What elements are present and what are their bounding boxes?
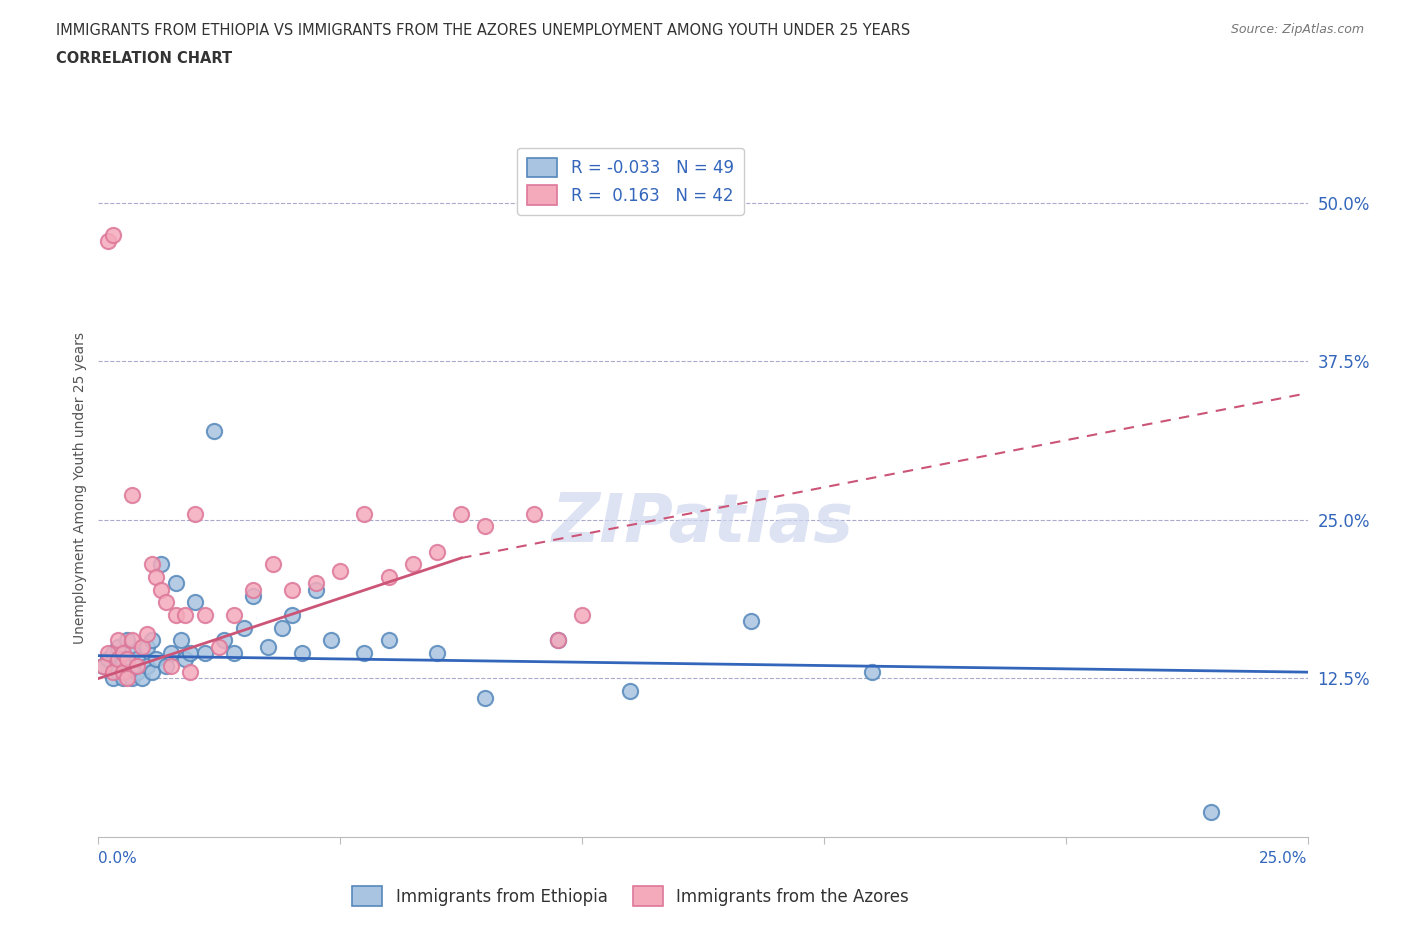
Point (222, 645, 245, 660)
Point (242, 582, 264, 597)
Point (619, 684, 641, 698)
Text: 25.0%: 25.0% (1260, 851, 1308, 866)
Point (111, 671, 134, 686)
Point (117, 665, 139, 680)
Text: IMMIGRANTS FROM ETHIOPIA VS IMMIGRANTS FROM THE AZORES UNEMPLOYMENT AMONG YOUTH : IMMIGRANTS FROM ETHIOPIA VS IMMIGRANTS F… (56, 23, 911, 38)
Point (121, 671, 143, 686)
Point (377, 633, 399, 648)
Point (256, 639, 278, 654)
Point (145, 652, 167, 667)
Point (150, 582, 173, 597)
Point (305, 582, 328, 597)
Point (117, 671, 139, 686)
Point (179, 645, 201, 660)
Point (141, 665, 163, 680)
Point (111, 645, 134, 660)
Y-axis label: Unemployment Among Youth under 25 years: Unemployment Among Youth under 25 years (73, 332, 87, 644)
Point (107, 665, 129, 680)
Point (97, 233, 120, 248)
Point (121, 633, 143, 648)
Point (97, 652, 120, 667)
Point (111, 665, 134, 680)
Point (474, 519, 496, 534)
Point (547, 633, 569, 648)
Text: CORRELATION CHART: CORRELATION CHART (56, 51, 232, 66)
Point (194, 645, 217, 660)
Legend: Immigrants from Ethiopia, Immigrants from the Azores: Immigrants from Ethiopia, Immigrants fro… (346, 880, 915, 912)
Point (860, 665, 883, 680)
Point (179, 665, 201, 680)
Point (474, 690, 496, 705)
Point (262, 557, 284, 572)
Point (305, 576, 328, 591)
Point (523, 506, 546, 521)
Point (97, 645, 120, 660)
Point (212, 633, 235, 648)
Point (121, 487, 143, 502)
Point (165, 576, 187, 591)
Point (353, 506, 375, 521)
Text: ZIPatlas: ZIPatlas (553, 490, 853, 556)
Point (242, 589, 264, 604)
Point (160, 658, 183, 673)
Point (281, 607, 304, 622)
Point (271, 620, 294, 635)
Point (91, 658, 114, 673)
Point (174, 652, 197, 667)
Point (740, 614, 762, 629)
Point (426, 544, 449, 559)
Point (184, 506, 207, 521)
Point (107, 652, 129, 667)
Point (571, 607, 593, 622)
Point (547, 633, 569, 648)
Point (111, 652, 134, 667)
Point (145, 569, 167, 584)
Point (127, 665, 149, 680)
Point (107, 633, 129, 648)
Point (101, 671, 124, 686)
Point (127, 658, 149, 673)
Point (165, 607, 187, 622)
Point (402, 557, 425, 572)
Point (101, 645, 124, 660)
Text: Source: ZipAtlas.com: Source: ZipAtlas.com (1230, 23, 1364, 36)
Point (174, 607, 197, 622)
Point (131, 671, 153, 686)
Text: 0.0%: 0.0% (98, 851, 138, 866)
Point (121, 645, 143, 660)
Point (131, 639, 153, 654)
Point (135, 658, 157, 673)
Point (169, 633, 191, 648)
Point (107, 639, 129, 654)
Point (135, 627, 157, 642)
Point (155, 595, 177, 610)
Point (222, 607, 245, 622)
Point (377, 569, 399, 584)
Point (319, 633, 342, 648)
Point (91, 658, 114, 673)
Point (1199, 804, 1222, 819)
Point (160, 645, 183, 660)
Point (150, 557, 173, 572)
Point (141, 557, 163, 572)
Point (208, 639, 231, 654)
Point (117, 652, 139, 667)
Point (141, 633, 163, 648)
Point (155, 658, 177, 673)
Point (194, 607, 217, 622)
Point (329, 564, 352, 578)
Point (426, 645, 449, 660)
Point (184, 595, 207, 610)
Point (290, 645, 312, 660)
Point (204, 424, 226, 439)
Point (281, 582, 304, 597)
Point (353, 645, 375, 660)
Point (117, 633, 139, 648)
Point (135, 639, 157, 654)
Point (232, 620, 254, 635)
Point (101, 227, 124, 242)
Point (450, 506, 472, 521)
Point (101, 665, 124, 680)
Point (127, 652, 149, 667)
